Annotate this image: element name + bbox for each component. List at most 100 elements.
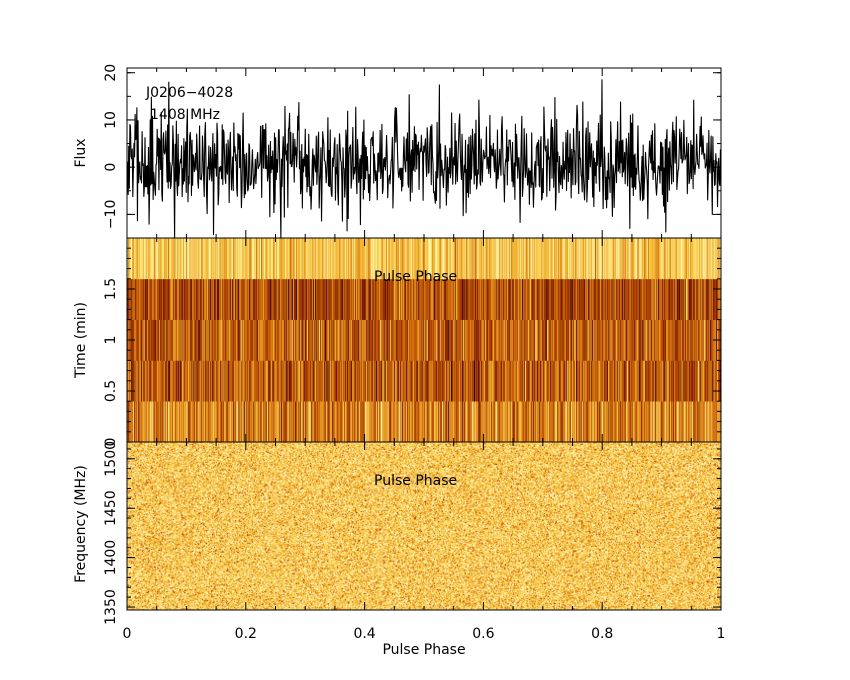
- time-heatmap-cell: [446, 360, 448, 402]
- time-heatmap-cell: [205, 319, 207, 361]
- time-heatmap-cell: [298, 238, 300, 280]
- time-heatmap-cell: [599, 319, 601, 361]
- time-heatmap-cell: [683, 319, 685, 361]
- time-heatmap-cell: [313, 278, 315, 320]
- time-heatmap-cell: [293, 278, 295, 320]
- time-heatmap-cell: [417, 360, 418, 402]
- time-heatmap-cell: [363, 238, 365, 280]
- time-heatmap-cell: [606, 319, 608, 361]
- time-heatmap-cell: [346, 401, 348, 443]
- time-heatmap-cell: [227, 401, 229, 443]
- time-heatmap-cell: [345, 319, 347, 361]
- time-heatmap-cell: [529, 401, 531, 443]
- time-heatmap-cell: [278, 319, 280, 361]
- time-heatmap-cell: [388, 360, 390, 402]
- time-heatmap-cell: [229, 238, 231, 280]
- time-heatmap-cell: [381, 360, 383, 402]
- time-heatmap-cell: [291, 278, 293, 320]
- time-heatmap-cell: [144, 238, 146, 280]
- time-heatmap-cell: [553, 278, 555, 320]
- time-heatmap-cell: [252, 238, 254, 280]
- time-heatmap-cell: [272, 238, 273, 280]
- time-heatmap-cell: [137, 360, 139, 402]
- time-heatmap-cell: [414, 319, 416, 361]
- time-heatmap-cell: [530, 360, 532, 402]
- time-heatmap-cell: [325, 238, 327, 280]
- time-heatmap-cell: [218, 238, 220, 280]
- time-heatmap-cell: [208, 319, 210, 361]
- time-heatmap-cell: [511, 360, 512, 402]
- time-heatmap-cell: [267, 238, 269, 280]
- time-heatmap-cell: [448, 360, 450, 402]
- time-heatmap-cell: [501, 278, 503, 320]
- time-heatmap-cell: [186, 238, 188, 280]
- time-heatmap-cell: [164, 360, 166, 402]
- time-heatmap-cell: [477, 278, 479, 320]
- time-heatmap-cell: [262, 319, 264, 361]
- time-heatmap-cell: [234, 238, 236, 280]
- time-heatmap-cell: [610, 401, 612, 443]
- time-heatmap-cell: [522, 238, 524, 280]
- time-heatmap-cell: [369, 319, 371, 361]
- time-heatmap-cell: [525, 238, 527, 280]
- time-heatmap-cell: [271, 401, 273, 443]
- time-heatmap-cell: [708, 319, 710, 361]
- time-heatmap-cell: [288, 360, 290, 402]
- time-heatmap-cell: [291, 238, 293, 280]
- time-heatmap-cell: [430, 278, 432, 320]
- time-heatmap-cell: [505, 319, 507, 361]
- time-heatmap-cell: [200, 278, 202, 320]
- time-heatmap-cell: [643, 360, 645, 402]
- time-heatmap-cell: [135, 278, 137, 320]
- time-heatmap-cell: [684, 401, 686, 443]
- time-heatmap-cell: [690, 319, 692, 361]
- time-heatmap-cell: [268, 238, 270, 280]
- time-heatmap-cell: [622, 360, 624, 402]
- time-heatmap-cell: [573, 360, 575, 402]
- time-heatmap-cell: [321, 238, 323, 280]
- time-heatmap-cell: [672, 278, 674, 320]
- time-heatmap-cell: [295, 319, 297, 361]
- time-heatmap-cell: [325, 360, 327, 402]
- time-heatmap-cell: [321, 360, 323, 402]
- time-heatmap-cell: [506, 401, 508, 443]
- time-heatmap-cell: [381, 401, 383, 443]
- time-heatmap-cell: [597, 360, 599, 402]
- time-heatmap-cell: [516, 238, 518, 280]
- time-heatmap-cell: [626, 360, 628, 402]
- time-heatmap-cell: [342, 401, 344, 443]
- time-heatmap-cell: [473, 238, 475, 280]
- time-heatmap-cell: [403, 278, 405, 320]
- time-heatmap-cell: [329, 238, 331, 280]
- time-heatmap-cell: [526, 278, 528, 320]
- time-heatmap-cell: [220, 360, 222, 402]
- time-heatmap-cell: [283, 238, 284, 280]
- time-heatmap-cell: [146, 401, 148, 443]
- time-heatmap-cell: [167, 238, 169, 280]
- time-heatmap-cell: [340, 401, 342, 443]
- time-heatmap-cell: [219, 401, 221, 443]
- time-heatmap-cell: [591, 238, 592, 280]
- time-heatmap-cell: [709, 401, 711, 443]
- time-heatmap-cell: [625, 319, 627, 361]
- time-heatmap-cell: [588, 278, 590, 320]
- time-heatmap-cell: [450, 401, 452, 443]
- time-heatmap-cell: [392, 238, 394, 280]
- time-heatmap-cell: [159, 319, 161, 361]
- time-heatmap-cell: [624, 278, 626, 320]
- time-heatmap-cell: [606, 278, 608, 320]
- time-heatmap-cell: [178, 319, 179, 361]
- time-heatmap-cell: [223, 360, 225, 402]
- time-heatmap-cell: [575, 278, 577, 320]
- time-heatmap-cell: [507, 238, 509, 280]
- time-heatmap-cell: [385, 360, 387, 402]
- time-heatmap-cell: [261, 401, 263, 443]
- time-heatmap-cell: [570, 238, 572, 280]
- time-heatmap-cell: [270, 319, 272, 361]
- time-heatmap-cell: [303, 238, 305, 280]
- time-heatmap-cell: [244, 278, 246, 320]
- time-heatmap-cell: [137, 238, 139, 280]
- time-heatmap-cell: [526, 401, 528, 443]
- time-heatmap-cell: [661, 278, 663, 320]
- time-heatmap-cell: [146, 278, 148, 320]
